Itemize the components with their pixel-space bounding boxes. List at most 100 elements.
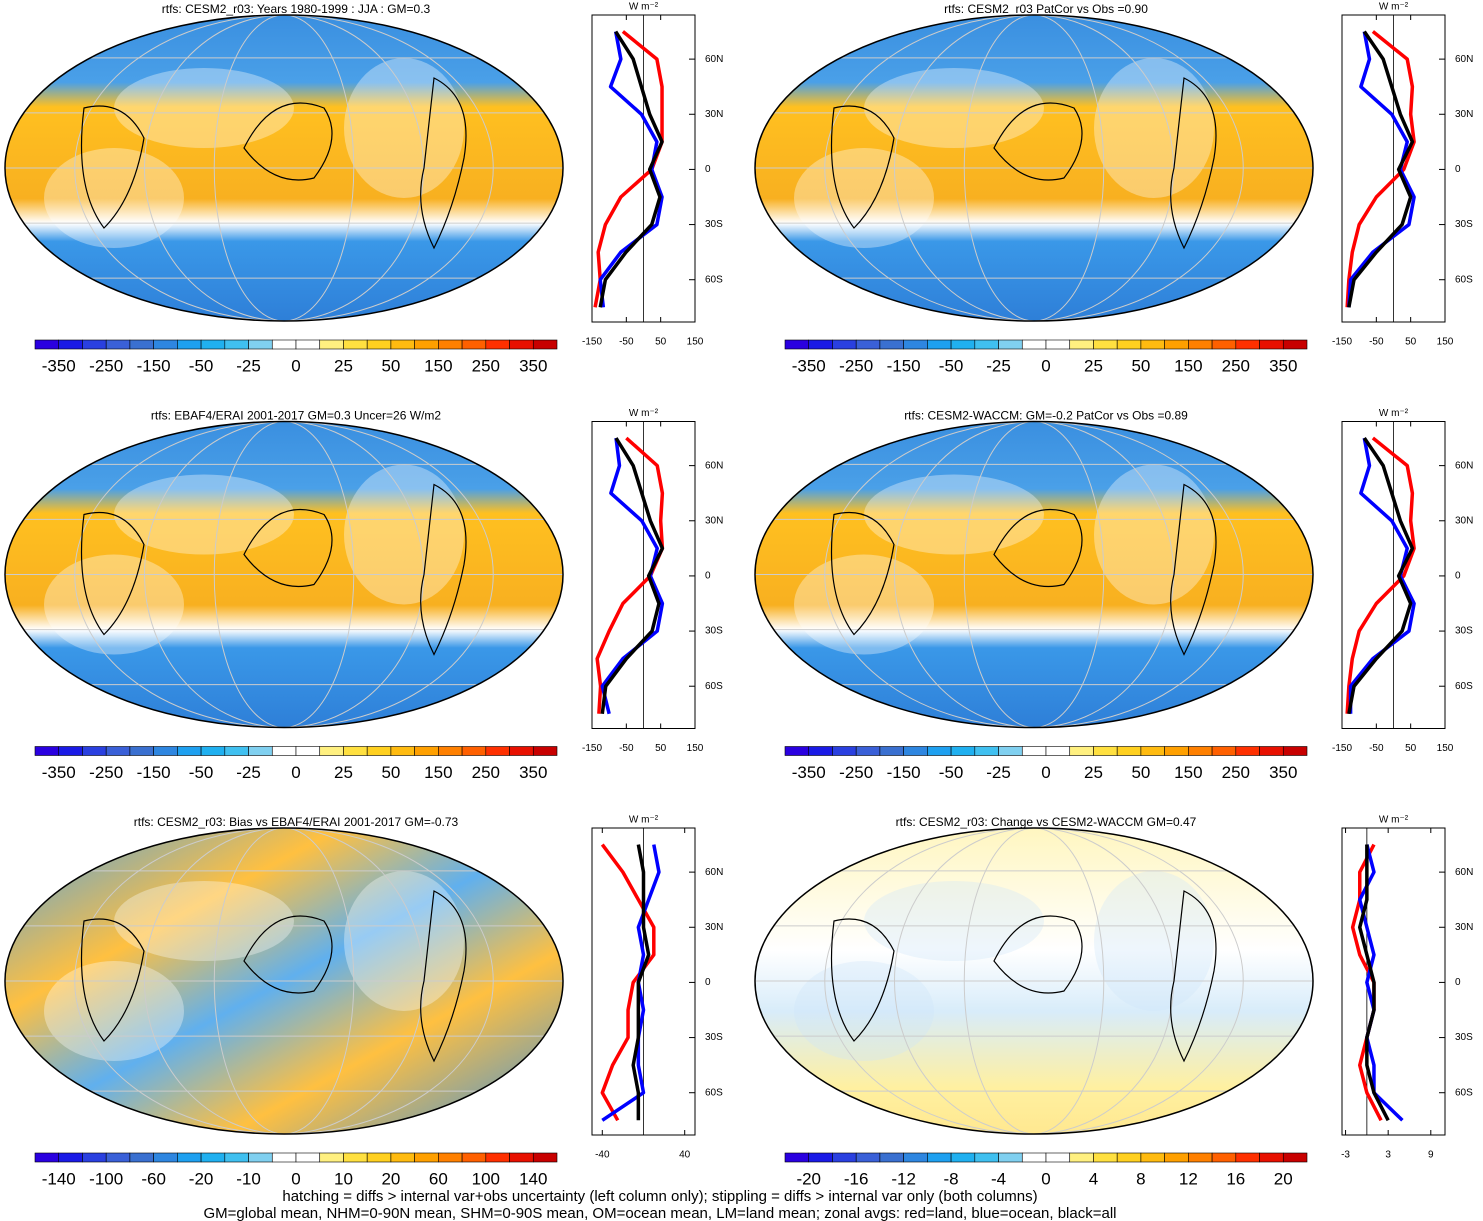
y-tick-label: 60N: [705, 460, 723, 471]
map: [5, 828, 563, 1134]
colorbar-box: [153, 746, 178, 756]
zonal-unit: W m⁻²: [1379, 2, 1409, 13]
map-blob: [344, 871, 464, 1011]
colorbar-label: 250: [1222, 356, 1250, 375]
map: [755, 15, 1313, 321]
graticule: [824, 828, 1244, 1134]
colorbar-label: 150: [424, 763, 452, 782]
colorbar-label: 0: [291, 356, 300, 375]
colorbar-label: -250: [839, 356, 873, 375]
colorbar-box: [485, 1152, 510, 1163]
colorbar-box: [343, 746, 368, 756]
colorbar-box: [438, 339, 463, 350]
zonal-line: [600, 437, 665, 715]
colorbar-label: -50: [939, 763, 964, 782]
map-blob: [794, 554, 934, 655]
colorbar-box: [974, 746, 999, 756]
x-tick-label: -3: [1341, 1150, 1350, 1161]
y-tick-label: 30N: [1455, 922, 1473, 933]
map-blob: [864, 68, 1044, 148]
map-border: [754, 14, 1314, 322]
y-tick-label: 60N: [705, 54, 723, 65]
colorbar-box: [1045, 339, 1071, 350]
colorbar-box: [1188, 1152, 1213, 1163]
colorbar-label: 20: [381, 1169, 400, 1188]
colorbar-box: [950, 339, 976, 350]
colorbar-box: [998, 1152, 1023, 1163]
colorbar-label: 20: [1274, 1169, 1293, 1188]
colorbar-box: [1211, 746, 1237, 756]
map-blob: [1094, 58, 1214, 198]
colorbar-box: [129, 1152, 154, 1163]
colorbar-label: -25: [236, 356, 261, 375]
colorbar-box: [1211, 339, 1237, 350]
colorbar-label: -25: [986, 356, 1011, 375]
colorbar-label: 4: [1089, 1169, 1098, 1188]
colorbar-box: [58, 746, 83, 756]
colorbar-box: [1021, 746, 1047, 756]
colorbar-box: [1045, 746, 1071, 756]
colorbar-box: [1140, 1152, 1165, 1163]
y-tick-label: 0: [1455, 571, 1461, 582]
panel-title: rtfs: CESM2_r03: Bias vs EBAF4/ERAI 2001…: [134, 815, 459, 829]
coastline: [830, 77, 1217, 250]
colorbar-label: -16: [844, 1169, 869, 1188]
y-tick-label: 60S: [1455, 1087, 1473, 1098]
colorbar-label: -350: [42, 763, 76, 782]
x-tick-label: -50: [619, 743, 634, 754]
colorbar-label: 25: [334, 763, 353, 782]
colorbar-label: 140: [519, 1169, 547, 1188]
colorbar-label: -350: [792, 763, 826, 782]
colorbar-box: [808, 339, 833, 350]
colorbar-box: [390, 746, 415, 756]
colorbar-box: [974, 1152, 999, 1163]
colorbar-label: 0: [1041, 763, 1050, 782]
y-tick-label: 60N: [1455, 460, 1473, 471]
zonal-line: [595, 436, 665, 714]
zonal-line: [1347, 437, 1415, 715]
colorbar-box: [509, 1152, 534, 1163]
zonal-unit: W m⁻²: [629, 815, 659, 826]
colorbar-box: [927, 339, 952, 350]
colorbar-box: [224, 1152, 249, 1163]
map: [5, 15, 563, 321]
colorbar-box: [1021, 339, 1047, 350]
map-border: [4, 14, 564, 322]
colorbar-box: [808, 746, 833, 756]
colorbar-box: [784, 1152, 810, 1163]
colorbar-box: [390, 1152, 415, 1163]
colorbar-box: [1140, 746, 1165, 756]
colorbar-box: [927, 1152, 952, 1163]
colorbar-label: -60: [141, 1169, 166, 1188]
colorbar-box: [903, 339, 928, 350]
colorbar-box: [390, 339, 415, 350]
zonal-line: [1345, 436, 1416, 714]
zonal-line: [598, 30, 664, 308]
colorbar-label: 150: [1174, 356, 1202, 375]
colorbar-box: [366, 1152, 392, 1163]
colorbar-box: [461, 1152, 487, 1163]
x-tick-label: -40: [595, 1150, 610, 1161]
colorbar-box: [532, 746, 558, 756]
map-border: [754, 420, 1314, 729]
x-tick-label: 150: [1437, 743, 1454, 754]
colorbar-box: [950, 1152, 976, 1163]
colorbar-box: [1259, 1152, 1284, 1163]
footer-line: hatching = diffs > internal var+obs unce…: [282, 1188, 1037, 1205]
colorbar-box: [1093, 339, 1118, 350]
colorbar-box: [1164, 339, 1189, 350]
map-border: [754, 827, 1314, 1135]
map-blob: [44, 961, 184, 1061]
colorbar-box: [129, 339, 154, 350]
colorbar-box: [366, 339, 392, 350]
colorbar-label: -20: [796, 1169, 821, 1188]
colorbar-box: [1069, 746, 1094, 756]
colorbar-box: [366, 746, 392, 756]
colorbar-label: 50: [1131, 356, 1150, 375]
map-blob: [864, 881, 1044, 961]
x-tick-label: 150: [687, 743, 704, 754]
zonal-line: [1358, 844, 1390, 1122]
map: [5, 421, 563, 728]
y-tick-label: 60S: [705, 274, 723, 285]
